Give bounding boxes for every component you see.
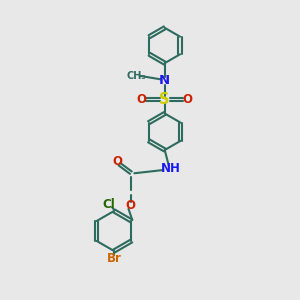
Text: S: S bbox=[160, 92, 170, 107]
Text: N: N bbox=[159, 74, 170, 87]
Text: Cl: Cl bbox=[102, 198, 115, 211]
Text: CH₃: CH₃ bbox=[127, 71, 147, 81]
Text: Br: Br bbox=[106, 252, 122, 265]
Text: O: O bbox=[126, 200, 136, 212]
Text: O: O bbox=[112, 155, 122, 168]
Text: O: O bbox=[137, 93, 147, 106]
Text: NH: NH bbox=[161, 162, 181, 175]
Text: O: O bbox=[183, 93, 193, 106]
